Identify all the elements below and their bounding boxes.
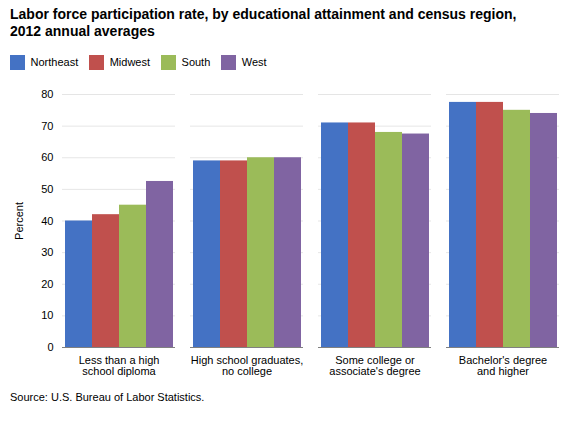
svg-text:High school graduates,no colle: High school graduates,no college (191, 354, 304, 377)
svg-text:Percent: Percent (13, 202, 25, 240)
svg-text:Some college orassociate's deg: Some college orassociate's degree (329, 354, 420, 377)
html-text:Source: U.S. Bureau of Labor S: Source: U.S. Bureau of Labor Statistics. (10, 391, 205, 404)
svg-text:40: 40 (41, 215, 53, 227)
svg-text:30: 30 (41, 246, 53, 258)
svg-text:20: 20 (41, 278, 53, 290)
html-text:Labor force participation rate: Labor force participation rate, by educa… (10, 6, 517, 39)
svg-text:70: 70 (41, 120, 53, 132)
html-text:South: South (181, 56, 211, 69)
html-text:Midwest: Midwest (109, 56, 150, 69)
svg-text:Less than a highschool diploma: Less than a highschool diploma (79, 354, 160, 377)
svg-text:80: 80 (41, 88, 53, 100)
svg-text:50: 50 (41, 183, 53, 195)
svg-text:Bachelor's degreeand higher: Bachelor's degreeand higher (459, 354, 547, 377)
html-text:West: West (241, 56, 267, 69)
svg-text:10: 10 (41, 309, 53, 321)
svg-text:60: 60 (41, 151, 53, 163)
svg-text:0: 0 (47, 341, 53, 353)
html-text:Northeast: Northeast (30, 56, 79, 69)
